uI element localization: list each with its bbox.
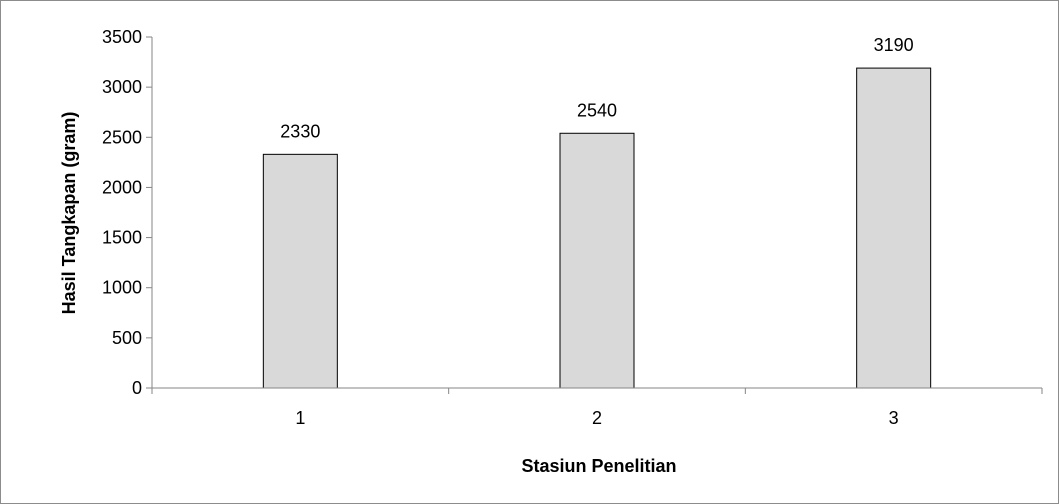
y-tick-label: 500 — [112, 328, 142, 348]
bar-1 — [262, 153, 338, 389]
x-tick-label: 2 — [592, 408, 602, 428]
x-tick-label: 3 — [889, 408, 899, 428]
bar-3 — [856, 67, 932, 389]
bar-2 — [559, 132, 635, 389]
bars: 2330 2540 3190 — [262, 35, 932, 389]
y-tick-label: 3500 — [102, 27, 142, 47]
x-tick-label: 1 — [295, 408, 305, 428]
data-label-3: 3190 — [874, 35, 914, 55]
y-tick-label: 2000 — [102, 177, 142, 197]
y-axis-ticks: 0 500 1000 1500 2000 2500 3000 3500 — [102, 27, 152, 398]
y-tick-label: 1500 — [102, 228, 142, 248]
y-tick-label: 0 — [132, 378, 142, 398]
data-label-1: 2330 — [280, 121, 320, 141]
x-axis-title: Stasiun Penelitian — [521, 456, 676, 476]
y-tick-label: 1000 — [102, 278, 142, 298]
data-label-2: 2540 — [577, 100, 617, 120]
y-tick-label: 2500 — [102, 127, 142, 147]
axes — [151, 37, 1042, 389]
y-tick-label: 3000 — [102, 77, 142, 97]
x-axis-ticks: 1 2 3 — [151, 388, 1043, 428]
y-axis-title: Hasil Tangkapan (gram) — [59, 112, 79, 315]
